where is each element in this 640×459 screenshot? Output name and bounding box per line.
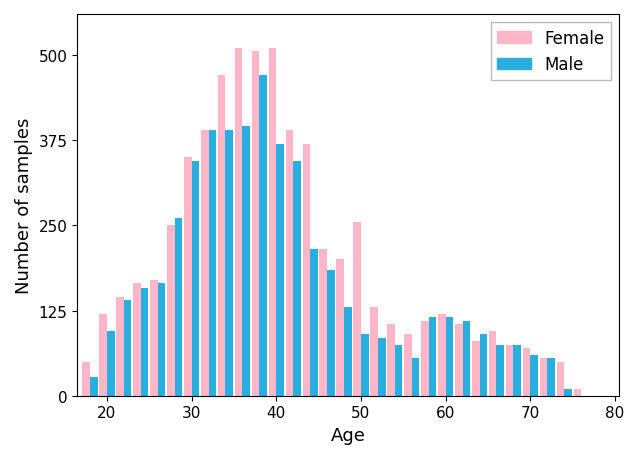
- Bar: [201, 131, 209, 396]
- Bar: [184, 158, 191, 396]
- Bar: [412, 358, 419, 396]
- Bar: [285, 131, 293, 396]
- Bar: [438, 314, 445, 396]
- Bar: [371, 308, 378, 396]
- Bar: [225, 131, 233, 396]
- Bar: [303, 144, 310, 396]
- Bar: [157, 284, 165, 396]
- Bar: [497, 345, 504, 396]
- Bar: [243, 127, 250, 396]
- Bar: [387, 325, 395, 396]
- X-axis label: Age: Age: [331, 426, 365, 444]
- Bar: [337, 260, 344, 396]
- Bar: [547, 358, 555, 396]
- Bar: [133, 284, 141, 396]
- Bar: [276, 144, 284, 396]
- Bar: [319, 250, 327, 396]
- Bar: [235, 49, 243, 396]
- Legend: Female, Male: Female, Male: [491, 23, 611, 81]
- Bar: [353, 223, 361, 396]
- Bar: [150, 280, 157, 396]
- Bar: [506, 345, 513, 396]
- Y-axis label: Number of samples: Number of samples: [15, 118, 33, 293]
- Bar: [252, 52, 259, 396]
- Bar: [209, 131, 216, 396]
- Bar: [124, 301, 131, 396]
- Bar: [445, 318, 453, 396]
- Bar: [421, 321, 429, 396]
- Bar: [310, 250, 318, 396]
- Bar: [540, 358, 547, 396]
- Bar: [141, 288, 148, 396]
- Bar: [378, 338, 385, 396]
- Bar: [90, 377, 98, 396]
- Bar: [472, 341, 479, 396]
- Bar: [175, 219, 182, 396]
- Bar: [557, 362, 564, 396]
- Bar: [327, 270, 335, 396]
- Bar: [116, 297, 124, 396]
- Bar: [523, 348, 531, 396]
- Bar: [293, 161, 301, 396]
- Bar: [344, 308, 351, 396]
- Bar: [99, 314, 107, 396]
- Bar: [395, 345, 403, 396]
- Bar: [573, 389, 581, 396]
- Bar: [167, 226, 175, 396]
- Bar: [404, 335, 412, 396]
- Bar: [218, 76, 225, 396]
- Bar: [455, 325, 463, 396]
- Bar: [259, 76, 267, 396]
- Bar: [191, 161, 199, 396]
- Bar: [489, 331, 497, 396]
- Bar: [83, 362, 90, 396]
- Bar: [479, 335, 487, 396]
- Bar: [463, 321, 470, 396]
- Bar: [564, 389, 572, 396]
- Bar: [107, 331, 115, 396]
- Bar: [269, 49, 276, 396]
- Bar: [429, 318, 436, 396]
- Bar: [513, 345, 521, 396]
- Bar: [361, 335, 369, 396]
- Bar: [531, 355, 538, 396]
